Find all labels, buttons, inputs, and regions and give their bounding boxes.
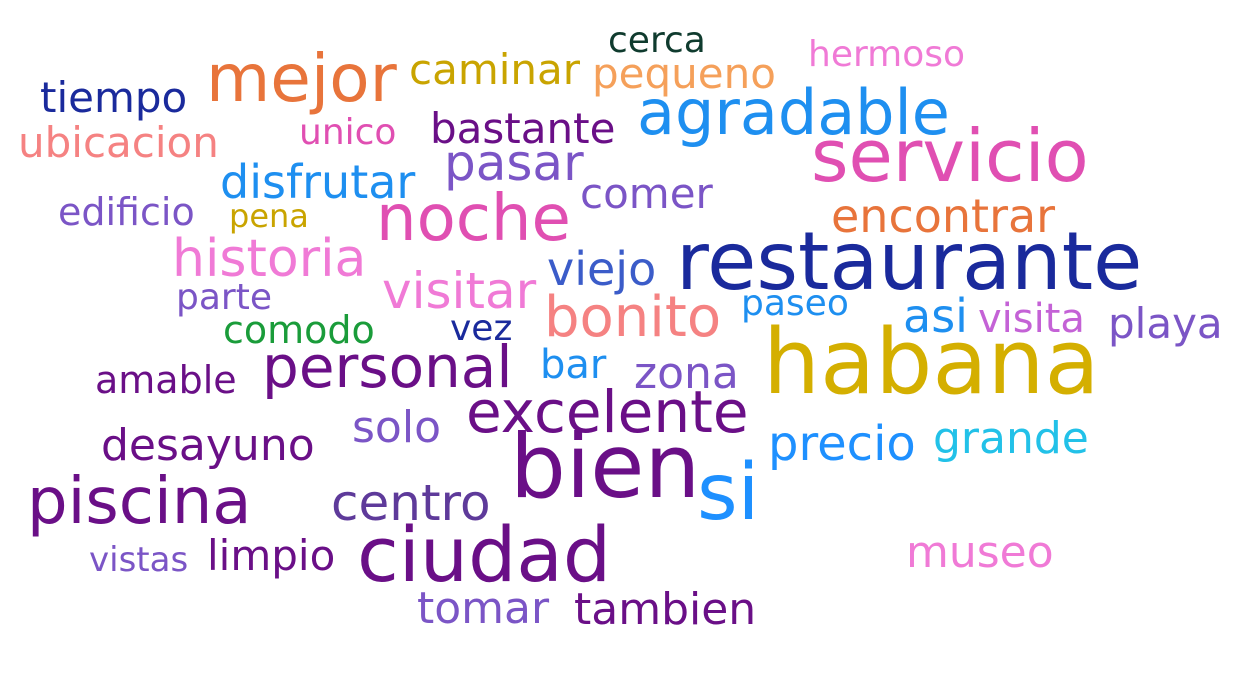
word-pasar: pasar xyxy=(444,134,584,192)
word-noche: noche xyxy=(376,182,571,256)
word-vistas: vistas xyxy=(89,540,189,580)
word-si: si xyxy=(697,448,760,538)
word-personal: personal xyxy=(262,333,513,401)
word-bastante: bastante xyxy=(430,104,616,153)
word-historia: historia xyxy=(172,229,367,289)
word-ubicacion: ubicacion xyxy=(18,118,219,167)
word-agradable: agradable xyxy=(637,76,950,149)
word-tomar: tomar xyxy=(417,583,550,634)
word-hermoso: hermoso xyxy=(808,34,966,75)
word-vez: vez xyxy=(450,308,513,349)
word-comodo: comodo xyxy=(223,308,375,352)
word-tiempo: tiempo xyxy=(40,73,188,122)
word-grande: grande xyxy=(933,413,1089,464)
word-desayuno: desayuno xyxy=(101,420,315,471)
word-edificio: edificio xyxy=(58,190,195,234)
word-centro: centro xyxy=(331,474,491,532)
word-zona: zona xyxy=(634,348,739,399)
word-visita: visita xyxy=(978,296,1085,342)
word-pena: pena xyxy=(229,197,309,235)
word-disfrutar: disfrutar xyxy=(220,155,416,209)
word-bien: bien xyxy=(510,415,701,518)
word-ciudad: ciudad xyxy=(357,510,612,599)
word-piscina: piscina xyxy=(27,465,252,539)
word-comer: comer xyxy=(580,169,713,218)
word-cerca: cerca xyxy=(608,20,706,61)
word-precio: precio xyxy=(768,416,916,472)
word-parte: parte xyxy=(176,277,272,318)
word-pequeno: pequeno xyxy=(592,49,776,98)
word-mejor: mejor xyxy=(206,40,397,117)
word-visitar: visitar xyxy=(382,262,537,320)
word-restaurante: restaurante xyxy=(676,215,1143,308)
word-playa: playa xyxy=(1108,299,1223,348)
word-caminar: caminar xyxy=(409,45,581,94)
word-excelente: excelente xyxy=(466,378,749,446)
word-servicio: servicio xyxy=(811,114,1089,198)
word-solo: solo xyxy=(352,402,441,453)
word-limpio: limpio xyxy=(207,531,336,580)
word-tambien: tambien xyxy=(574,584,757,635)
word-amable: amable xyxy=(95,358,237,402)
word-encontrar: encontrar xyxy=(831,189,1056,243)
word-viejo: viejo xyxy=(547,242,657,296)
word-habana: habana xyxy=(763,310,1100,415)
word-bar: bar xyxy=(540,342,607,388)
word-bonito: bonito xyxy=(544,285,722,350)
word-museo: museo xyxy=(906,527,1054,578)
word-asi: asi xyxy=(903,289,968,343)
word-unico: unico xyxy=(299,112,397,153)
word-paseo: paseo xyxy=(741,283,849,324)
